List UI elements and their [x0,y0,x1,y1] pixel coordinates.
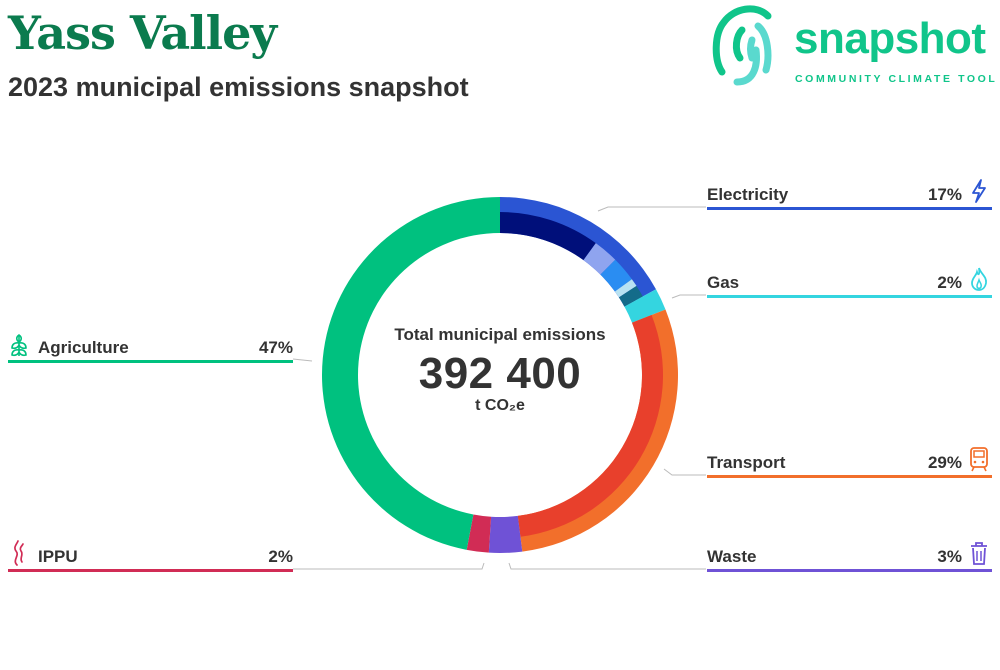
donut-subsegment-electricity-2 [583,243,616,275]
train-icon [970,447,988,472]
legend-label: Waste [707,547,757,566]
logo-wordmark: snapshot [794,14,986,63]
wheat-icon [11,334,27,357]
legend-label: Transport [707,453,786,472]
total-unit: t CO₂e [475,397,525,414]
legend-item-gas: Gas 2% [707,267,992,298]
smoke-icon [14,540,24,566]
legend-percent: 2% [937,273,962,292]
leader-line-ippu [293,562,485,570]
legend-item-electricity: Electricity 17% [707,179,992,210]
leader-line-electricity [597,206,706,212]
donut-subsegment-electricity-3 [600,259,632,292]
legend-bar [707,475,992,478]
legend-percent: 17% [927,185,962,204]
leader-line-gas [671,294,706,299]
donut-subsegment-electricity-1 [500,212,596,261]
donut-subsegment-electricity-5 [618,285,643,307]
leader-lines [292,206,706,570]
lightning-icon [972,179,986,203]
legend-item-transport: Transport 29% [707,447,992,478]
donut-subsegment-electricity-4 [614,279,637,298]
legend-item-ippu: IPPU 2% [8,540,293,572]
legend-label: Gas [707,273,740,292]
legend-item-waste: Waste 3% [707,542,992,572]
legend-bar [707,207,992,210]
legend-bar [707,295,992,298]
donut-segment-ippu [466,514,492,553]
legend-label: IPPU [38,547,78,566]
legend-percent: 3% [937,547,962,566]
leader-line-transport [663,468,706,476]
donut-subsegment-transport-1 [517,314,664,537]
fingerprint-icon [712,5,772,86]
total-value: 392 400 [418,349,582,398]
donut-segment-gas [624,289,666,323]
page-subtitle: 2023 municipal emissions snapshot [8,72,469,102]
leader-line-agriculture [292,358,313,362]
legend-bar [707,569,992,572]
flame-icon [971,267,987,291]
legend-percent: 29% [927,453,962,472]
page-title: Yass Valley [8,6,277,60]
legend-bar [8,569,293,572]
legend-label: Electricity [707,185,789,204]
total-label: Total municipal emissions [394,325,606,344]
legend-label: Agriculture [38,338,129,357]
leader-line-waste [508,562,706,570]
logo-tagline: COMMUNITY CLIMATE TOOL [795,73,998,85]
donut-center-label: Total municipal emissions 392 400 t CO₂e [360,325,640,415]
legend-bar [8,360,293,363]
legend-percent: 2% [268,547,293,566]
legend-item-agriculture: Agriculture 47% [8,333,293,363]
snapshot-logo: snapshot COMMUNITY CLIMATE TOOL [712,0,1000,92]
donut-segment-agriculture [322,197,500,550]
donut-segment-waste [488,515,523,553]
legend-percent: 47% [258,338,293,357]
bin-icon [971,542,987,565]
